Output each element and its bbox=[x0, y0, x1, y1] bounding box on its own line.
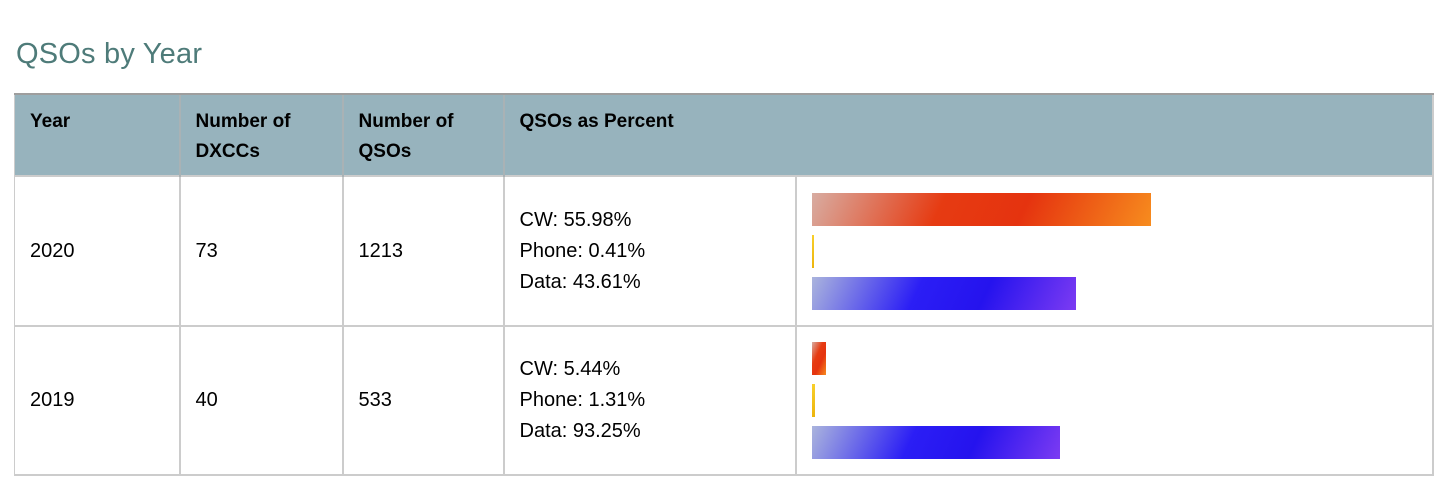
qsos-cell: 533 bbox=[341, 325, 505, 476]
percent-bars-cell bbox=[794, 325, 1434, 476]
cw-bar bbox=[811, 342, 826, 375]
table-row-2020: 2020 73 1213 CW: 55.98% Phone: 0.41% Dat… bbox=[14, 175, 1434, 327]
col-header-dxccs: Number of DXCCs bbox=[178, 93, 343, 177]
header-row: Year Number of DXCCs Number of QSOs QSOs… bbox=[14, 93, 1433, 177]
phone-bar bbox=[811, 234, 814, 268]
percent-line-cw: CW: 55.98% bbox=[519, 208, 632, 231]
qsos-by-year-table: Year Number of DXCCs Number of QSOs QSOs… bbox=[14, 93, 1434, 476]
table-row-2019: 2019 40 533 CW: 5.44% Phone: 1.31% Data:… bbox=[14, 325, 1434, 476]
percent-line-phone: Phone: 1.31% bbox=[519, 389, 646, 411]
percent-text-cell: CW: 55.98% Phone: 0.41% Data: 43.61% bbox=[502, 175, 797, 327]
dxccs-cell: 40 bbox=[178, 325, 344, 476]
phone-bar bbox=[811, 384, 815, 417]
percent-line-cw: CW: 5.44% bbox=[519, 358, 621, 380]
year-cell: 2020 bbox=[14, 175, 181, 327]
col-header-percent: QSOs as Percent bbox=[502, 93, 1433, 177]
percent-bars-cell bbox=[794, 175, 1434, 327]
page: QSOs by Year Year Number of DXCCs Number… bbox=[14, 38, 1434, 476]
col-header-qsos: Number of QSOs bbox=[341, 93, 504, 177]
percent-line-phone: Phone: 0.41% bbox=[519, 239, 646, 262]
percent-line-data: Data: 93.25% bbox=[519, 420, 641, 442]
cw-bar bbox=[811, 192, 1152, 226]
year-cell: 2019 bbox=[14, 325, 181, 476]
percent-line-data: Data: 43.61% bbox=[519, 270, 641, 293]
data-bar bbox=[811, 276, 1076, 310]
page-title: QSOs by Year bbox=[16, 38, 203, 70]
col-header-year: Year bbox=[14, 93, 180, 177]
percent-text-cell: CW: 5.44% Phone: 1.31% Data: 93.25% bbox=[502, 325, 797, 476]
dxccs-cell: 73 bbox=[178, 175, 344, 327]
qsos-cell: 1213 bbox=[341, 175, 505, 327]
data-bar bbox=[811, 426, 1060, 459]
